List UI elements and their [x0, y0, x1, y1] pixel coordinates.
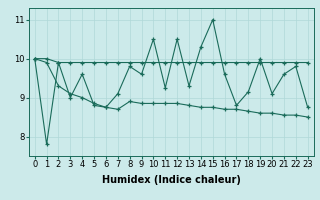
X-axis label: Humidex (Indice chaleur): Humidex (Indice chaleur): [102, 175, 241, 185]
